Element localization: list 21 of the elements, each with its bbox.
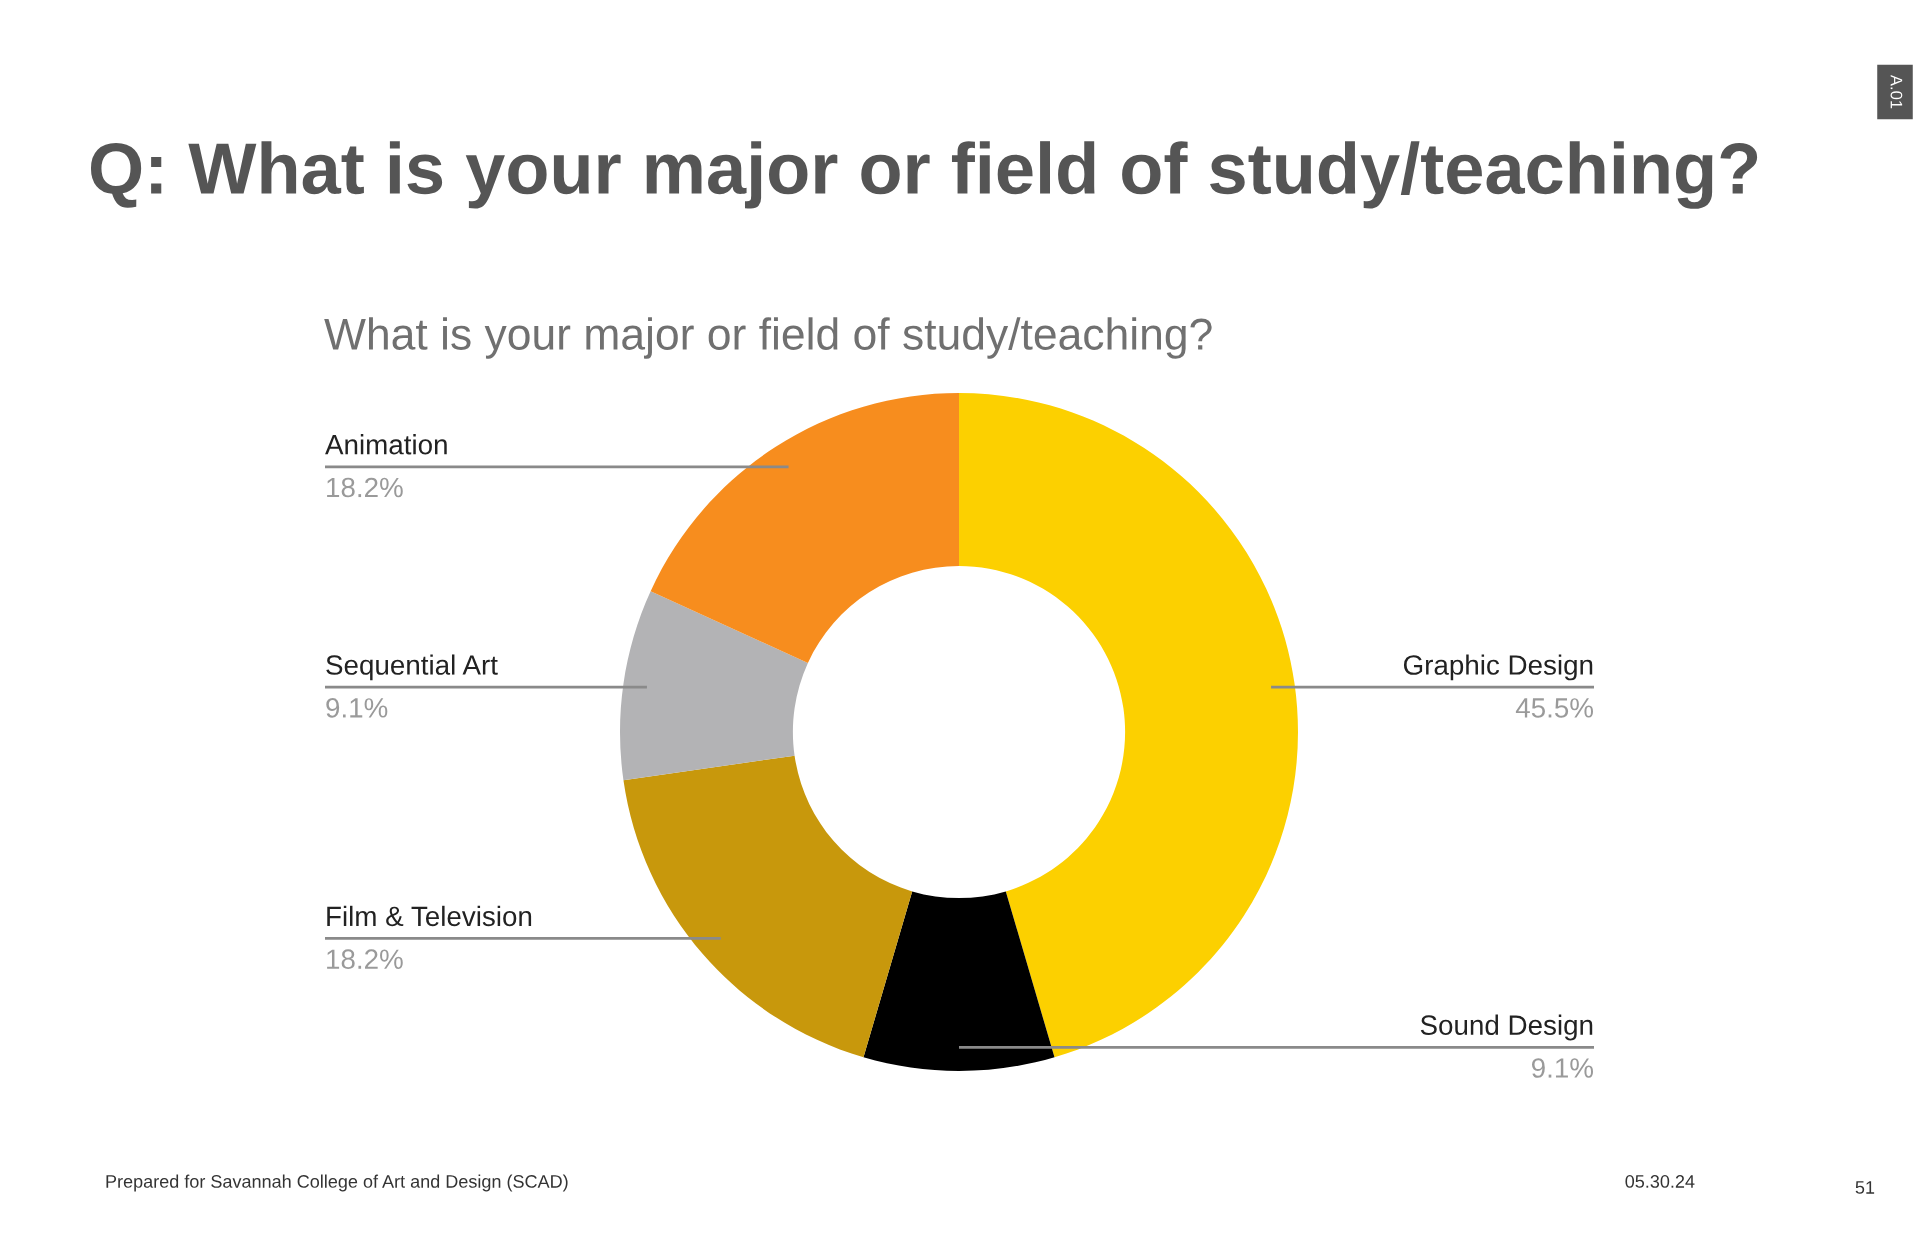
donut-slice [650,393,959,663]
data-label: 9.1% [326,698,388,718]
donut-slice [623,755,913,1058]
donut-slice [863,891,1055,1071]
chart-subtitle: What is your major or field of study/teaching? [324,317,1212,359]
text: Prepared for Savannah College of Art and Design (SCAD) [106,1174,568,1192]
text: 05.30.24 [1625,1175,1695,1188]
text: 51 [1855,1181,1875,1194]
data-label: 18.2% [327,477,403,498]
slice-label: Animation [325,434,447,455]
slice-label: Sound Design [1420,1014,1593,1041]
data-label: 45.5% [1515,698,1594,718]
text: A.01 [1890,74,1903,109]
slice-label: Sequential Art [326,654,498,681]
donut-slice [620,591,808,781]
chart-title: Q: What is your major or field of study/teaching? [90,141,1758,209]
donut-slice [959,393,1298,1058]
slice-label: Film & Television [327,905,532,927]
slice-label: Graphic Design [1403,654,1593,681]
data-label: 9.1% [1531,1058,1594,1078]
data-label: 18.2% [327,949,403,970]
